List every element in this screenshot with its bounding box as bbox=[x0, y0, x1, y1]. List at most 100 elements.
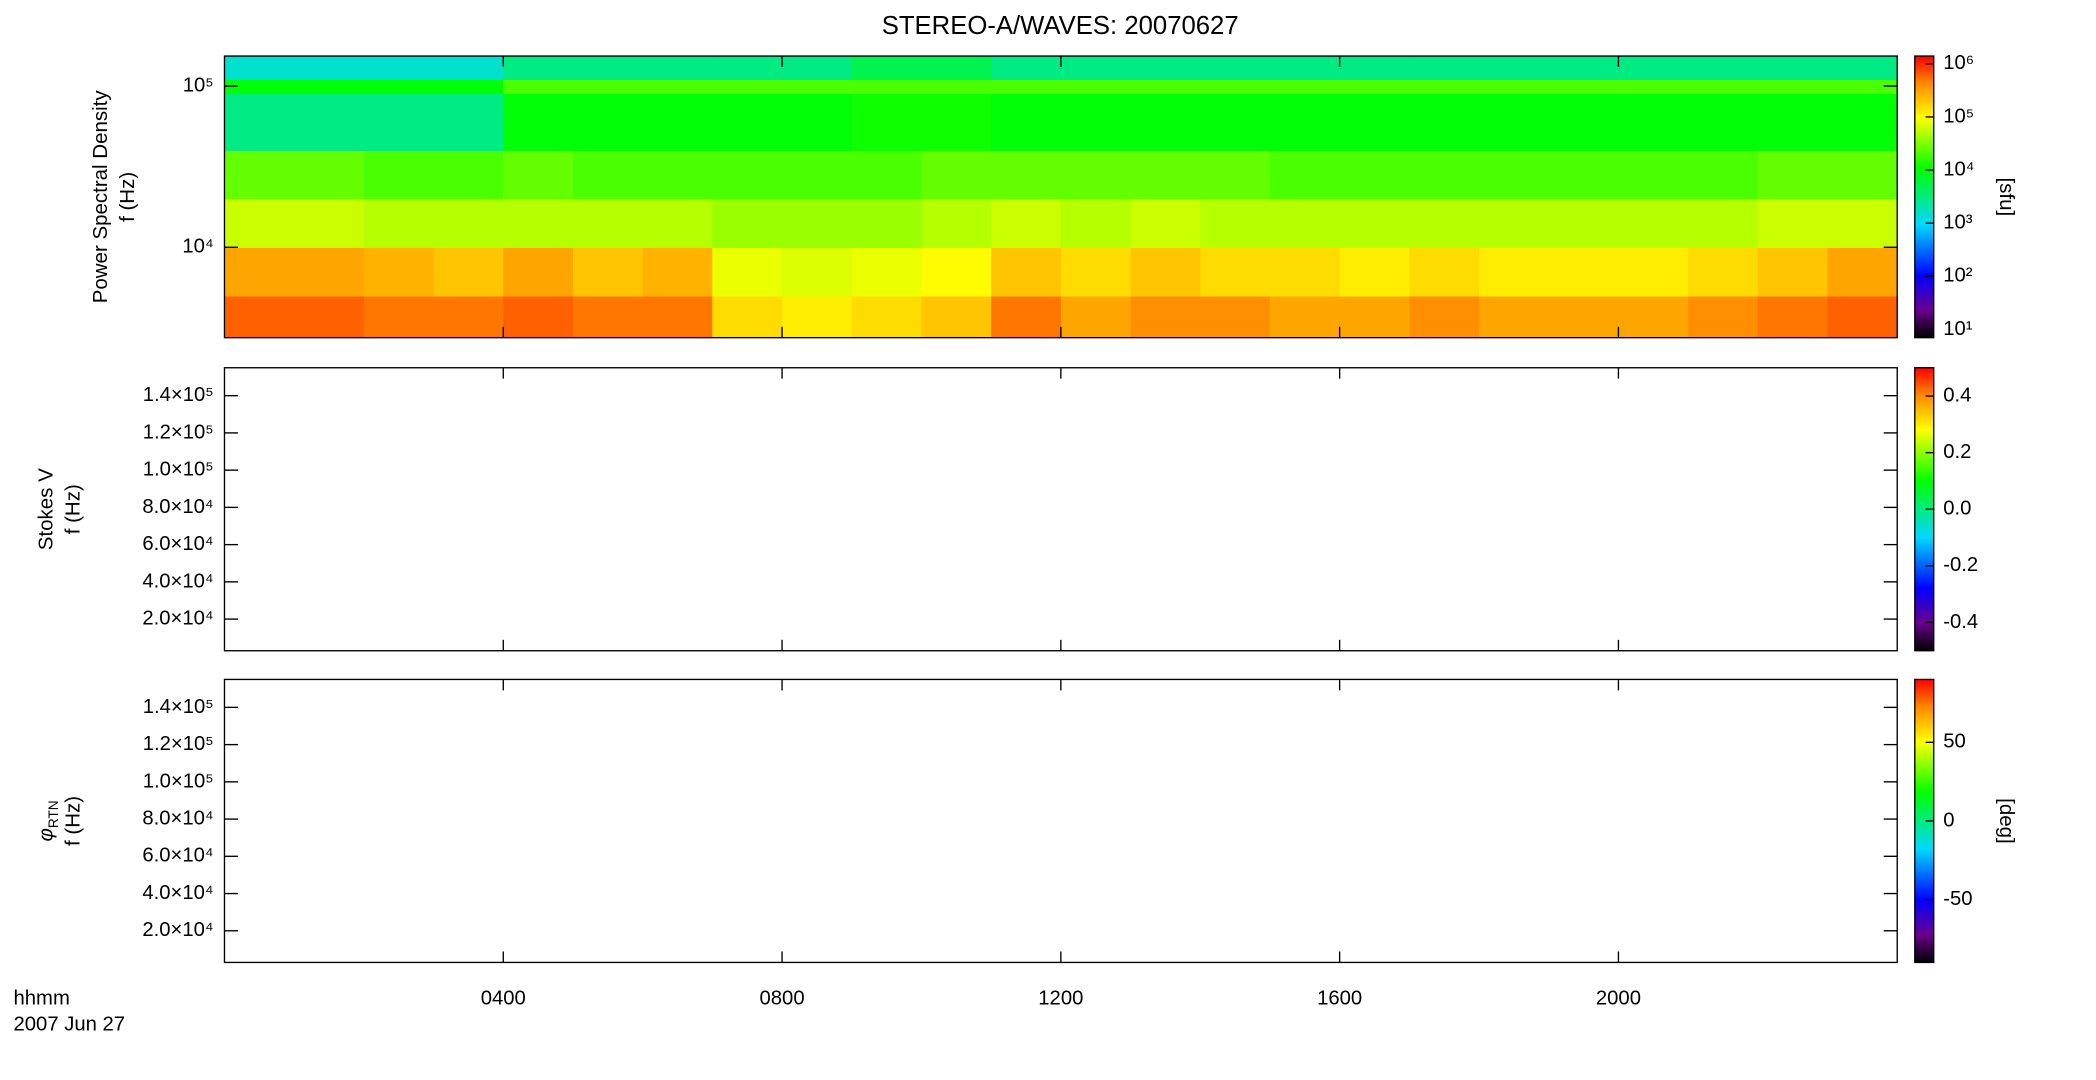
heatmap-cell bbox=[1479, 56, 1550, 81]
heatmap-cell bbox=[921, 295, 992, 338]
heatmap-cell bbox=[782, 150, 853, 200]
y-tick-label: 6.0×10⁴ bbox=[142, 845, 213, 867]
heatmap-cell bbox=[712, 198, 783, 248]
y-tick-label: 1.0×10⁵ bbox=[143, 770, 214, 792]
heatmap-cell bbox=[1548, 247, 1620, 297]
heatmap-cell bbox=[991, 247, 1062, 297]
heatmap-cell bbox=[851, 198, 923, 248]
heatmap-cell bbox=[1618, 295, 1689, 338]
heatmap-cell bbox=[782, 247, 853, 297]
heatmap-cell bbox=[921, 56, 992, 81]
heatmap-cell bbox=[1688, 247, 1759, 297]
x-tick-label: 0800 bbox=[760, 988, 805, 1010]
colorbar-tick-label: 0.4 bbox=[1943, 384, 1971, 406]
heatmap-cell bbox=[1339, 247, 1411, 297]
heatmap-cell bbox=[224, 247, 295, 297]
colorbar-tick-label: 0.2 bbox=[1943, 441, 1971, 463]
heatmap-cell bbox=[572, 150, 644, 200]
heatmap-cell bbox=[1827, 150, 1898, 200]
colorbar-tick-label: 10⁴ bbox=[1943, 158, 1974, 180]
y-axis-label: f (Hz) bbox=[117, 172, 139, 222]
heatmap-cell bbox=[433, 79, 504, 95]
heatmap-cell bbox=[1269, 79, 1341, 95]
heatmap-cell bbox=[1409, 93, 1480, 151]
heatmap-cell bbox=[991, 79, 1062, 95]
heatmap-cell bbox=[712, 56, 783, 81]
heatmap-cell bbox=[1548, 79, 1620, 95]
heatmap-cell bbox=[1200, 295, 1271, 338]
heatmap-cell bbox=[1200, 93, 1271, 151]
heatmap-cell bbox=[1339, 56, 1411, 81]
quantity-subscript: RTN bbox=[46, 800, 61, 828]
heatmap-cell bbox=[1269, 198, 1341, 248]
heatmap-cell bbox=[363, 295, 435, 338]
y-tick-label: 8.0×10⁴ bbox=[142, 807, 213, 829]
x-tick-label: 2000 bbox=[1596, 988, 1641, 1010]
heatmap-cell bbox=[1688, 93, 1759, 151]
heatmap-cell bbox=[572, 56, 644, 81]
heatmap-cell bbox=[503, 56, 574, 81]
heatmap-cell bbox=[712, 93, 783, 151]
heatmap-cell bbox=[851, 93, 923, 151]
heatmap-cell bbox=[991, 93, 1062, 151]
heatmap-cell bbox=[712, 247, 783, 297]
y-tick-label: 10⁴ bbox=[182, 236, 213, 258]
heatmap-cell bbox=[991, 150, 1062, 200]
x-tick-label: 1200 bbox=[1038, 988, 1083, 1010]
heatmap-cell bbox=[1479, 79, 1550, 95]
colorbar-tick-label: 10⁵ bbox=[1943, 105, 1974, 127]
heatmap-cell bbox=[572, 93, 644, 151]
heatmap-cell bbox=[642, 198, 714, 248]
heatmap-cell bbox=[503, 247, 574, 297]
heatmap-cell bbox=[572, 79, 644, 95]
heatmap-cell bbox=[1548, 198, 1620, 248]
heatmap-cell bbox=[1200, 79, 1271, 95]
colorbar-label: [deg] bbox=[1995, 798, 2017, 844]
heatmap-cell bbox=[224, 198, 295, 248]
colorbar bbox=[1914, 679, 1934, 963]
heatmap-cell bbox=[1618, 79, 1689, 95]
heatmap-cell bbox=[433, 198, 504, 248]
y-tick-label: 2.0×10⁴ bbox=[142, 919, 213, 941]
y-tick-label: 1.4×10⁵ bbox=[143, 384, 214, 406]
heatmap-cell bbox=[1200, 56, 1271, 81]
heatmap-cell bbox=[1269, 93, 1341, 151]
heatmap-cell bbox=[363, 247, 435, 297]
heatmap-cell bbox=[503, 198, 574, 248]
y-tick-label: 1.2×10⁵ bbox=[143, 421, 214, 443]
heatmap-cell bbox=[1688, 295, 1759, 338]
x-axis-label: hhmm bbox=[14, 988, 70, 1010]
heatmap-cell bbox=[224, 295, 295, 338]
heatmap-cell bbox=[1339, 198, 1411, 248]
heatmap-cell bbox=[1409, 56, 1480, 81]
y-tick-label: 1.2×10⁵ bbox=[143, 733, 214, 755]
quantity-label: Stokes V bbox=[36, 468, 58, 550]
heatmap-cell bbox=[1688, 150, 1759, 200]
colorbar bbox=[1914, 367, 1934, 651]
heatmap-cell bbox=[1827, 79, 1898, 95]
heatmap-cell bbox=[433, 150, 504, 200]
quantity-symbol: φ bbox=[36, 828, 58, 841]
heatmap-cell bbox=[642, 56, 714, 81]
heatmap-cell bbox=[363, 79, 435, 95]
heatmap-cell bbox=[363, 198, 435, 248]
heatmap-cell bbox=[224, 56, 295, 81]
heatmap-cell bbox=[1130, 79, 1201, 95]
heatmap-cell bbox=[1269, 247, 1341, 297]
heatmap-cell bbox=[1060, 150, 1132, 200]
heatmap-cell bbox=[1618, 150, 1689, 200]
heatmap-cell bbox=[1269, 56, 1341, 81]
heatmap-cell bbox=[1618, 56, 1689, 81]
heatmap-cell bbox=[851, 56, 923, 81]
heatmap-cell bbox=[433, 247, 504, 297]
heatmap-cell bbox=[1757, 93, 1829, 151]
y-tick-label: 10⁵ bbox=[183, 74, 214, 96]
x-tick-label: 1600 bbox=[1317, 988, 1362, 1010]
heatmap-cell bbox=[1060, 247, 1132, 297]
heatmap-cell bbox=[1409, 150, 1480, 200]
y-tick-label: 1.4×10⁵ bbox=[143, 696, 214, 718]
heatmap-cell bbox=[433, 93, 504, 151]
y-tick-label: 8.0×10⁴ bbox=[142, 496, 213, 518]
colorbar bbox=[1914, 56, 1934, 338]
heatmap-cell bbox=[991, 198, 1062, 248]
